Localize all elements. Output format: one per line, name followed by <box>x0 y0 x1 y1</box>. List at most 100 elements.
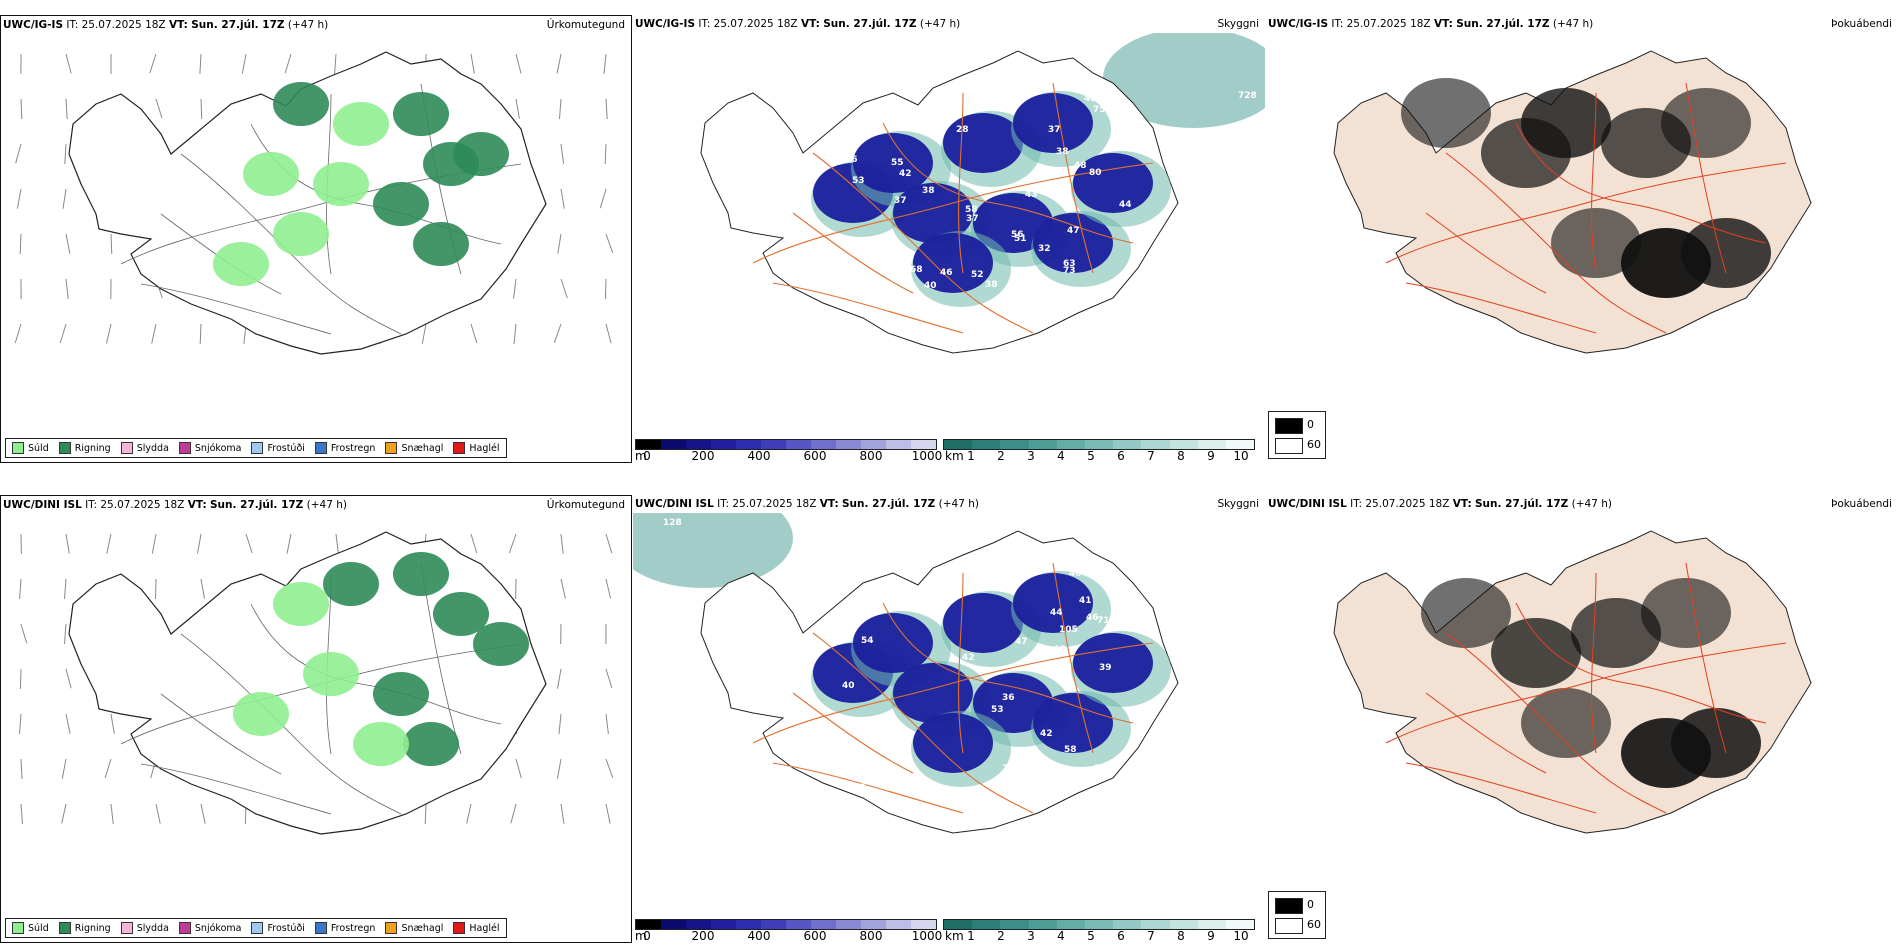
visibility-colorbar <box>943 919 1255 930</box>
colorbar-unit: m <box>635 449 647 463</box>
roads <box>1385 562 1787 814</box>
cloud-base-label: 105 <box>1059 625 1078 635</box>
cloud-base-label: 38 <box>922 186 935 196</box>
coastline <box>1333 530 1812 834</box>
colorbar-unit: km <box>945 929 964 943</box>
panel-header: UWC/IG-IS IT: 25.07.2025 18Z VT: Sun. 27… <box>1268 18 1594 30</box>
cloud-base-label: 71 <box>1097 616 1110 626</box>
colorbar-tick: 2 <box>997 449 1005 463</box>
fog-index-areas <box>1401 78 1771 298</box>
cloud-base-label: 47 <box>1132 733 1145 743</box>
fog-map <box>1266 33 1898 443</box>
cloud-base-label: 40 <box>1069 569 1082 579</box>
legend-item: Haglél <box>453 442 500 454</box>
legend-label: Frostregn <box>330 442 376 454</box>
colorbar-tick: 2 <box>997 929 1005 943</box>
colorbar-tick: 1000 <box>911 449 943 463</box>
cloud-base-label: 36 <box>845 155 858 165</box>
precip-map <box>1 514 631 924</box>
colorbar-tick: 6 <box>1117 449 1125 463</box>
colorbar-tick: 1000 <box>911 929 943 943</box>
roads <box>752 562 1154 814</box>
legend-label: Slydda <box>136 922 169 934</box>
cloud-base-label: 54 <box>1094 764 1107 774</box>
colorbar-tick: 6 <box>1117 929 1125 943</box>
roads <box>120 563 522 815</box>
cloud-base-label: 54 <box>861 636 874 646</box>
cloud-base-label: 61 <box>935 101 948 111</box>
legend-label: Rigning <box>74 922 111 934</box>
key-label-high: 60 <box>1307 918 1321 931</box>
key-swatch-high <box>1275 438 1303 454</box>
legend-item: Snjókoma <box>178 922 242 934</box>
cloud-base-labels: 4254404447335347394266725810536714038364… <box>663 518 1145 788</box>
cloud-base-label: 68 <box>910 265 923 275</box>
colorbar-tick: 10 <box>1233 929 1249 943</box>
legend-label: Haglél <box>469 922 500 934</box>
legend-label: Súld <box>28 442 49 454</box>
cloud-panel-top: UWC/IG-IS IT: 25.07.2025 18Z VT: Sun. 27… <box>633 15 1265 463</box>
colorbar-tick: 800 <box>859 449 883 463</box>
colorbar-unit: km <box>945 449 964 463</box>
panel-header: UWC/DINI ISL IT: 25.07.2025 18Z VT: Sun.… <box>635 498 980 510</box>
cloud-base-label: 63 <box>1063 259 1076 269</box>
colorbar-tick: 0 <box>643 929 651 943</box>
cloud-base-label: 51 <box>1112 94 1125 104</box>
legend-swatch <box>385 922 398 934</box>
cloud-base-label: 38 <box>1054 168 1067 178</box>
cloud-panel-bottom: UWC/DINI ISL IT: 25.07.2025 18Z VT: Sun.… <box>633 495 1265 943</box>
colorbar-tick: 4 <box>1057 929 1065 943</box>
cloud-base-areas <box>811 571 1171 787</box>
legend-item: Slydda <box>120 922 169 934</box>
key-label-high: 60 <box>1307 438 1321 451</box>
cloud-base-label: 55 <box>891 158 904 168</box>
legend-label: Snjókoma <box>194 922 242 934</box>
colorbar-tick: 3 <box>1027 929 1035 943</box>
legend-swatch <box>251 442 264 454</box>
legend-swatch <box>12 442 24 454</box>
panel-name: Þokuábendi <box>1831 18 1892 30</box>
legend-item: Rigning <box>58 442 111 454</box>
cloud-map: 52 60 31 55 48 39 44 38 37 68 45 36 58 56 38 48 53 75 47 80… <box>633 33 1265 443</box>
legend-label: Súld <box>28 922 49 934</box>
colorbar-tick: 9 <box>1207 929 1215 943</box>
colorbar-tick: 9 <box>1207 449 1215 463</box>
roads <box>752 82 1154 334</box>
cloud-base-label: 46 <box>1086 613 1099 623</box>
legend-swatch <box>314 442 327 454</box>
panel-name: Skyggni <box>1217 18 1260 30</box>
sea-visibility <box>1103 33 1265 128</box>
legend-item: Súld <box>12 442 49 454</box>
cloud-map: 42 54 40 44 47 33 53 47 39 42 66 72 58 105 36 71 40 38 36 4… <box>633 513 1265 923</box>
legend-label: Haglél <box>469 442 500 454</box>
cloud-base-label: 42 <box>899 169 912 179</box>
cloud-base-label: 48 <box>1084 94 1097 104</box>
legend-label: Snæhagl <box>401 442 444 454</box>
cloud-base-label: 53 <box>852 176 865 186</box>
colorbar-tick: 4 <box>1057 449 1065 463</box>
precip-legend: Súld Rigning Slydda Snjókoma Frostúði Frostre… <box>5 438 507 458</box>
key-swatch-low <box>1275 898 1303 914</box>
legend-swatch <box>58 922 71 934</box>
cloud-base-label: 51 <box>1014 234 1027 244</box>
colorbar-tick: 800 <box>859 929 883 943</box>
panel-name: Skyggni <box>1217 498 1260 510</box>
fog-key: 0 60 <box>1268 411 1326 459</box>
panel-name: Þokuábendi <box>1831 498 1892 510</box>
cloud-base-label: 40 <box>924 281 937 291</box>
colorbar-tick: 1 <box>967 929 975 943</box>
legend-swatch <box>385 442 398 454</box>
colorbar-tick: 8 <box>1177 449 1185 463</box>
cloud-base-label: 45 <box>868 258 881 268</box>
precip-panel-top: UWC/IG-IS IT: 25.07.2025 18Z VT: Sun. 27… <box>0 15 632 463</box>
cloud-base-label: 37 <box>1048 125 1061 135</box>
cloud-colorbar: m 0 200 400 600 800 1000 km 1 2 3 4 5 6 7 8 9 10 <box>633 913 1265 943</box>
legend-item: Haglél <box>453 922 500 934</box>
cloud-base-label: 32 <box>1038 244 1051 254</box>
cloud-base-label: 44 <box>1119 200 1132 210</box>
sea-visibility <box>633 513 793 588</box>
legend-item: Snæhagl <box>385 442 443 454</box>
colorbar-tick: 600 <box>803 449 827 463</box>
cloud-base-label: 39 <box>1099 663 1112 673</box>
colorbar-tick: 7 <box>1147 449 1155 463</box>
